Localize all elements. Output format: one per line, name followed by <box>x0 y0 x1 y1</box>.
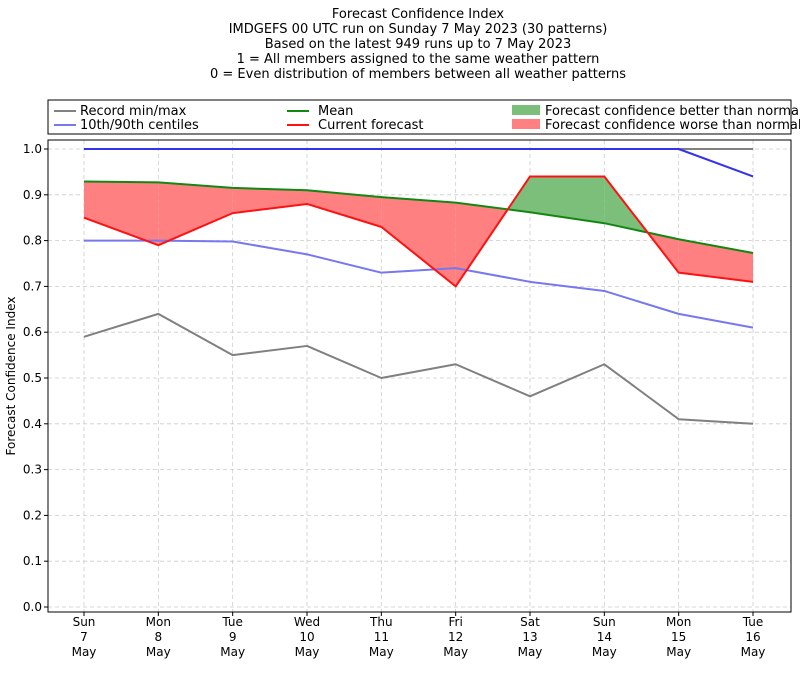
title-line-4: 1 = All members assigned to the same wea… <box>237 52 600 67</box>
y-tick-label: 0.2 <box>23 508 42 522</box>
legend-label-centiles: 10th/90th centiles <box>80 118 199 133</box>
fill-better-than-normal <box>530 176 605 224</box>
legend-frame <box>47 99 792 135</box>
plot-frame <box>47 139 792 613</box>
x-tick-label: Tue <box>221 615 243 629</box>
y-tick-label: 0.1 <box>23 554 42 568</box>
legend: Record min/max 10th/90th centiles Mean C… <box>47 99 800 135</box>
x-tick-label: May <box>146 645 171 659</box>
series-line-current <box>83 175 754 288</box>
x-tick-label: May <box>369 645 394 659</box>
fill-worse-than-normal <box>158 182 233 246</box>
x-tick-label: May <box>741 645 766 659</box>
y-axis-label: Forecast Confidence Index <box>4 297 18 456</box>
y-tick-label: 0.4 <box>23 417 42 431</box>
x-tick-label: Mon <box>146 615 171 629</box>
series-line-p90 <box>84 148 754 178</box>
x-tick-label: 8 <box>155 630 163 644</box>
chart-title: Forecast Confidence Index IMDGEFS 00 UTC… <box>210 7 626 82</box>
x-tick-label: Thu <box>369 615 393 629</box>
series-line-record-min <box>83 312 754 425</box>
x-tick-label: Sun <box>593 615 616 629</box>
series-line-p10 <box>84 239 754 329</box>
x-tick-label: May <box>666 645 691 659</box>
x-tick-label: Sat <box>520 615 540 629</box>
legend-label-record: Record min/max <box>80 104 187 119</box>
y-tick-label: 0.9 <box>23 188 42 202</box>
fill-worse-than-normal <box>232 187 307 214</box>
x-tick-label: 16 <box>745 630 760 644</box>
title-line-5: 0 = Even distribution of members between… <box>210 67 626 82</box>
x-tick-label: 11 <box>374 630 389 644</box>
x-tick-label: May <box>220 645 245 659</box>
legend-label-worse: Forecast confidence worse than normal <box>545 118 800 133</box>
legend-label-mean: Mean <box>318 104 353 119</box>
legend-key-better <box>512 105 540 115</box>
x-tick-label: May <box>72 645 97 659</box>
y-tick-label: 1.0 <box>23 142 42 156</box>
y-axis: 0.0 0.1 0.2 0.3 0.4 0.5 0.6 0.7 0.8 0.9 1.0 <box>23 142 48 614</box>
x-tick-label: May <box>518 645 543 659</box>
fill-worse-than-normal <box>381 197 456 287</box>
x-tick-label: 15 <box>671 630 686 644</box>
legend-label-better: Forecast confidence better than normal <box>545 104 800 119</box>
x-tick-label: 12 <box>448 630 463 644</box>
x-tick-label: May <box>443 645 468 659</box>
x-axis: Sun7MayMon8MayTue9MayWed10MayThu11MayFri… <box>72 612 766 659</box>
x-tick-label: May <box>592 645 617 659</box>
x-tick-label: Sun <box>73 615 96 629</box>
x-tick-label: Tue <box>742 615 764 629</box>
x-tick-label: Mon <box>666 615 691 629</box>
x-tick-label: 9 <box>229 630 237 644</box>
legend-label-current: Current forecast <box>318 118 424 133</box>
fill-worse-than-normal <box>84 181 159 246</box>
series-line-mean <box>83 180 754 254</box>
y-tick-label: 0.3 <box>23 463 42 477</box>
y-tick-label: 0.5 <box>23 371 42 385</box>
x-tick-label: Fri <box>449 615 463 629</box>
x-tick-label: 14 <box>597 630 612 644</box>
y-tick-label: 0.8 <box>23 234 42 248</box>
title-line-2: IMDGEFS 00 UTC run on Sunday 7 May 2023 … <box>229 22 608 37</box>
legend-key-worse <box>512 119 540 129</box>
x-tick-label: 7 <box>80 630 88 644</box>
y-tick-label: 0.0 <box>23 600 42 614</box>
x-tick-label: Wed <box>294 615 320 629</box>
x-tick-label: 13 <box>522 630 537 644</box>
y-tick-label: 0.7 <box>23 279 42 293</box>
title-line-3: Based on the latest 949 runs up to 7 May… <box>265 37 571 52</box>
x-tick-label: May <box>295 645 320 659</box>
y-tick-label: 0.6 <box>23 325 42 339</box>
series-lines <box>83 148 754 425</box>
x-tick-label: 10 <box>299 630 314 644</box>
fill-worse-than-normal <box>307 190 382 227</box>
title-line-1: Forecast Confidence Index <box>332 7 504 22</box>
